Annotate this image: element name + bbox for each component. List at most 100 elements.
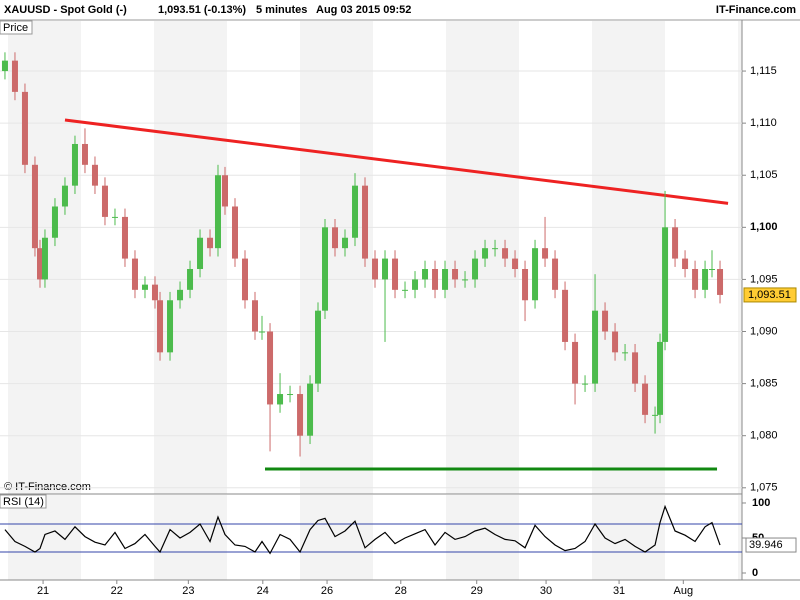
candle-body — [708, 269, 715, 271]
candle-body — [462, 279, 469, 281]
last-price-label: 1,093.51 — [748, 289, 791, 301]
candle-body — [251, 300, 258, 332]
candle-body — [672, 227, 679, 259]
day-band — [446, 495, 519, 580]
x-tick-label: 31 — [613, 585, 625, 597]
candle-body — [207, 237, 214, 249]
candle-body — [552, 258, 559, 290]
rsi-label: RSI (14) — [3, 496, 44, 508]
candle-body — [81, 143, 88, 165]
y-tick-label: 1,080 — [750, 430, 778, 442]
day-band — [738, 495, 742, 580]
candle-body — [352, 185, 359, 238]
candle-body — [492, 248, 499, 250]
candle-body — [452, 269, 459, 280]
x-tick-label: 24 — [257, 585, 269, 597]
candle-body — [214, 175, 221, 249]
candle-body — [522, 269, 529, 301]
candle-body — [602, 310, 609, 332]
y-tick-label: 1,075 — [750, 482, 778, 494]
y-tick-label: 1,105 — [750, 169, 778, 181]
candle-body — [362, 185, 369, 259]
candle-body — [177, 289, 184, 301]
candle-body — [151, 284, 158, 301]
day-band — [300, 495, 373, 580]
y-tick-label: 1,085 — [750, 378, 778, 390]
day-band — [154, 495, 227, 580]
day-band — [154, 21, 227, 494]
candle-body — [259, 331, 266, 333]
candle-body — [682, 258, 689, 270]
rsi-line — [4, 504, 721, 555]
candle-body — [332, 227, 339, 249]
candle-body — [287, 394, 294, 396]
candle-body — [277, 394, 284, 405]
candle-body — [121, 216, 128, 259]
y-tick-label: 1,110 — [750, 117, 777, 129]
candle-body — [21, 91, 28, 165]
candle-body — [322, 227, 329, 311]
candle-body — [422, 269, 429, 280]
candle-body — [392, 258, 399, 290]
day-band — [592, 495, 665, 580]
y-tick-label: 1,115 — [750, 65, 777, 77]
candle-body — [51, 206, 58, 238]
candle-body — [582, 383, 589, 385]
panel-label: Price — [3, 22, 28, 34]
rsi-tick-label: 100 — [752, 497, 770, 509]
candle-body — [572, 341, 579, 384]
day-band — [738, 21, 742, 494]
candle-body — [612, 331, 619, 353]
candle-body — [141, 284, 148, 290]
x-tick-label: 26 — [321, 585, 333, 597]
trend-line — [64, 118, 729, 205]
candle-body — [267, 331, 274, 405]
y-tick-label: 1,100 — [750, 221, 778, 233]
candle-body — [502, 248, 509, 259]
candle-body — [11, 60, 18, 92]
candle-body — [221, 175, 228, 207]
timestamp: Aug 03 2015 09:52 — [316, 4, 411, 16]
candle-body — [662, 227, 669, 342]
candle-body — [472, 258, 479, 280]
candle-body — [652, 414, 659, 416]
x-tick-label: 22 — [111, 585, 123, 597]
x-tick-label: 29 — [471, 585, 483, 597]
rsi-label-box — [0, 494, 47, 509]
symbol: XAUUSD - Spot Gold (-) — [4, 4, 127, 16]
rsi-tick-label: 0 — [752, 567, 758, 579]
candle-body — [342, 237, 349, 249]
candle-body — [622, 352, 629, 354]
rsi-last-box — [745, 537, 797, 553]
candle-body — [31, 164, 38, 249]
candle-body — [632, 352, 639, 384]
candle-body — [717, 269, 724, 295]
candle-body — [412, 279, 419, 290]
candle-body — [432, 269, 439, 290]
candle-body — [657, 341, 664, 415]
candle-body — [532, 248, 539, 301]
x-tick-label: 21 — [37, 585, 49, 597]
candle-body — [315, 310, 321, 384]
candle-body — [167, 300, 174, 353]
x-tick-label: 30 — [540, 585, 552, 597]
interval: 5 minutes — [256, 4, 307, 16]
x-tick-label: Aug — [674, 585, 694, 597]
y-tick-label: 1,095 — [750, 273, 778, 285]
candle-body — [111, 216, 118, 218]
candle-body — [71, 143, 78, 186]
candle-body — [41, 237, 48, 280]
candle-body — [91, 164, 98, 186]
candle-body — [592, 310, 599, 384]
candle-body — [197, 237, 204, 270]
day-band — [592, 21, 665, 494]
rsi-last-label: 39.946 — [749, 539, 783, 551]
candle-body — [542, 248, 549, 259]
candle-body — [512, 258, 519, 270]
candle-body — [402, 289, 409, 291]
candle-body — [157, 300, 164, 353]
candle-body — [382, 258, 389, 280]
y-tick-label: 1,090 — [750, 325, 778, 337]
